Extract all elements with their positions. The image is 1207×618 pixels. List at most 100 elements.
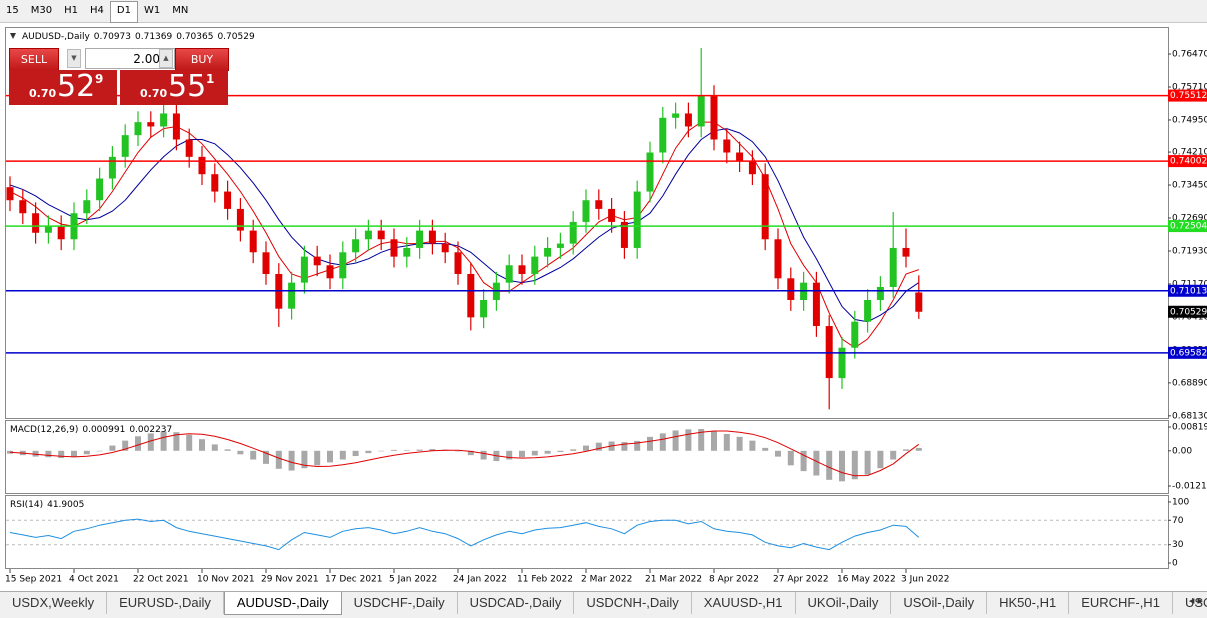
candle-body [454,252,462,274]
candle-body [851,321,859,348]
chart-tab[interactable]: UKOil-,Daily [796,592,892,614]
y-tick-label: 100 [1172,497,1189,507]
volume-up[interactable]: ▲ [159,49,173,68]
macd-bar [903,449,909,451]
macd-bar [762,447,769,451]
candle-body [185,139,193,157]
macd-bar [429,449,436,451]
candle-body [121,135,129,157]
macd-bar [327,450,333,463]
x-tick-label: 22 Oct 2021 [133,575,189,585]
macd-bar [378,450,385,452]
x-tick-label: 17 Dec 2021 [325,575,383,585]
macd-bar [288,450,295,471]
volume-input[interactable]: 2.00 [85,48,175,69]
candle-body [313,256,321,266]
price-level-label: 0.69582 [1170,348,1207,358]
sell-button[interactable]: SELL [9,48,59,71]
chart-tab[interactable]: USDCAD-,Daily [458,592,575,614]
chart-tab[interactable]: USDCNH-,Daily [574,592,692,614]
candle-body [19,200,27,214]
candle-body [518,265,526,274]
ask-price[interactable]: 0.70 55 1 [120,69,228,105]
chart-tab[interactable]: EURUSD-,Daily [107,592,224,614]
chart-tab[interactable]: USOil-,Daily [891,592,988,614]
y-tick-label: 0 [1172,558,1178,568]
macd-bar [224,449,231,451]
current-price-label: 0.70529 [1170,307,1207,317]
candle-body [364,230,372,240]
candle-body [6,187,14,201]
timeframe-button[interactable]: H4 [89,5,104,16]
price-level-tag [1168,284,1207,297]
volume-down[interactable]: ▼ [67,49,81,68]
chart-tab[interactable]: USDCHF-,Daily [342,592,458,614]
timeframe-button[interactable]: 15 [6,5,19,16]
candle-body [134,122,142,136]
signal-line [9,430,920,477]
chart-tab[interactable]: USDX,Weekly [0,592,108,614]
y-tick-label: 0.71170 [1172,279,1207,289]
macd-bar [339,450,346,460]
candle-body [620,221,628,248]
bid-small: 9 [95,72,104,86]
buy-button[interactable]: BUY [175,48,229,71]
candle-body [467,273,475,318]
timeframe-button[interactable]: D1 [109,1,138,23]
candle-body [416,230,424,248]
macd-bar [199,439,205,451]
candle-body [224,191,232,209]
timeframe-button[interactable]: M30 [30,5,53,16]
chart-tab[interactable]: EURCHF-,H1 [1069,592,1173,614]
macd-bar [45,450,52,458]
macd-bar [723,433,730,451]
indicator-value: 0.71369 [135,32,172,42]
candle-body [262,252,270,274]
macd-bar [403,450,410,451]
candle-body [147,122,155,127]
bid-price[interactable]: 0.70 52 9 [9,69,117,105]
macd-bar [685,429,692,451]
macd-bar [352,450,359,457]
candle-body [441,243,449,253]
candle-body [32,213,40,233]
ask-big: 55 [168,69,207,104]
macd-bar [890,450,897,460]
macd-bar [557,450,564,452]
macd-bar [263,450,269,464]
macd-bar [775,450,781,457]
macd-bar [634,440,641,451]
timeframe-button[interactable]: MN [172,5,189,16]
price-level-label: 0.74002 [1170,157,1207,167]
macd-bar [211,444,218,451]
macd-bar [71,450,77,457]
y-tick-label: 0.71930 [1172,246,1207,256]
chart-tab[interactable]: HK50-,H1 [987,592,1070,614]
price-level-tag [1168,89,1207,102]
tab-scroll[interactable]: ◂ ▸ [1188,595,1203,607]
current-price-tag [1168,305,1207,318]
x-tick-label: 8 Apr 2022 [709,575,759,585]
macd-bar [7,450,13,454]
chart-tab[interactable]: USOil-,H4 [1173,592,1207,614]
indicator-header: MACD(12,26,9) 0.000991 0.002237 [10,425,172,435]
candle-body [672,113,680,118]
timeframe-button[interactable]: H1 [64,5,78,16]
candle-body [403,247,411,257]
chart-tab[interactable]: XAUUSD-,H1 [692,592,796,614]
candle-body [748,161,756,175]
candle-body [96,178,104,201]
timeframe-button[interactable]: W1 [143,5,161,16]
macd-bar [595,442,602,451]
candle-body [556,243,564,248]
price-level-label: 0.75512 [1170,91,1207,101]
macd-bar [160,431,167,451]
macd-bar [787,450,794,466]
candle-body [44,226,52,233]
y-tick-label: 0.008191 [1172,423,1207,433]
chart-tab[interactable]: AUDUSD-,Daily [223,592,342,615]
ask-small: 1 [206,72,215,86]
x-tick-label: 11 Feb 2022 [517,575,573,585]
y-tick-label: 30 [1172,540,1184,550]
